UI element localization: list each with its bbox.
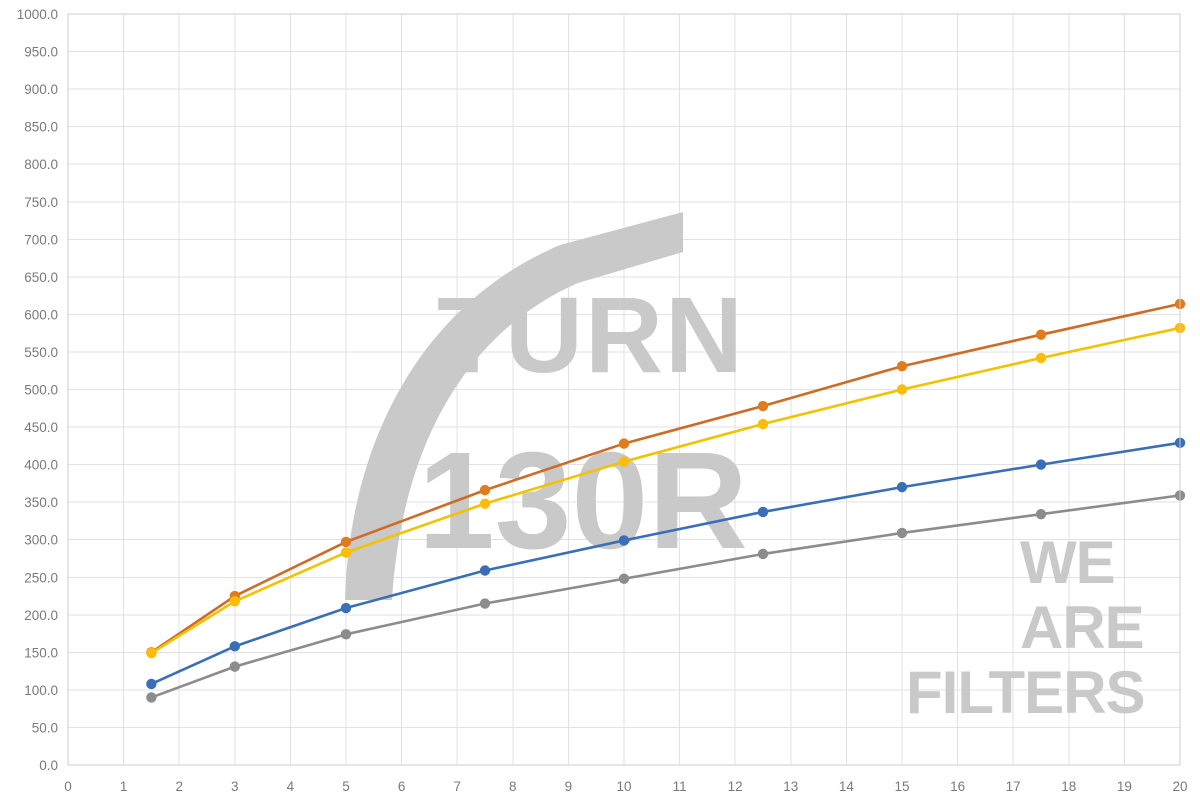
series-yellow-marker [340,547,352,558]
watermark-tagline-line1: WE [1020,529,1115,596]
series-yellow-marker [146,647,157,659]
y-tick-label: 550.0 [24,345,58,360]
series-gray-marker [1035,508,1047,520]
x-tick-label: 15 [894,779,909,794]
series-blue [146,437,1186,690]
y-tick-label: 350.0 [24,495,58,510]
y-tick-label: 800.0 [24,157,58,172]
x-tick-label: 5 [342,779,350,794]
x-tick-labels: 0 1 2 3 4 5 6 7 8 9 10 11 12 13 14 15 16 17 18 19 20 [64,779,1187,794]
series-yellow-marker [757,418,769,430]
series-orange-marker [896,361,908,372]
y-tick-label: 250.0 [24,570,58,585]
series-blue-marker [1035,459,1047,470]
series-orange-marker [1035,329,1047,340]
y-tick-label: 200.0 [24,608,58,623]
series-orange-marker [479,484,491,496]
watermark-brand-line2: 130R [418,424,748,578]
series-blue-marker [146,678,157,690]
y-tick-label: 700.0 [24,232,58,247]
x-tick-label: 20 [1172,779,1187,794]
x-tick-label: 12 [728,779,743,794]
y-tick-label: 650.0 [24,270,58,285]
y-tick-label: 750.0 [24,195,58,210]
y-tick-label: 950.0 [24,45,58,60]
y-tick-label: 150.0 [24,645,58,660]
y-tick-label: 50.0 [32,720,58,735]
series-orange-marker [757,400,769,412]
x-tick-label: 17 [1006,779,1021,794]
y-tick-label: 900.0 [24,82,58,97]
series-blue-marker [618,535,630,546]
x-tick-label: 19 [1117,779,1132,794]
series-yellow [146,322,1186,659]
x-tick-label: 8 [509,779,517,794]
x-tick-label: 9 [565,779,573,794]
series-blue-marker [479,565,491,576]
series-yellow-marker [229,596,240,607]
y-tick-label: 400.0 [24,458,58,473]
x-tick-label: 4 [287,779,295,794]
watermark-tagline-line3: FILTERS [906,659,1145,726]
x-tick-label: 0 [64,779,72,794]
y-tick-label: 1000.0 [17,7,58,22]
series-gray-marker [479,598,491,609]
x-tick-label: 13 [783,779,798,794]
y-tick-label: 300.0 [24,533,58,548]
x-gridlines [123,14,1181,765]
x-tick-label: 3 [231,779,239,794]
y-tick-label: 500.0 [24,383,58,398]
axis-lines [67,13,1181,766]
x-tick-label: 16 [950,779,965,794]
series-yellow-marker [1035,352,1047,364]
series-gray [146,490,1186,703]
series-blue-marker [896,481,908,493]
series-gray-marker [757,548,769,560]
series-layer [146,298,1186,703]
y-tick-label: 850.0 [24,120,58,135]
series-blue-marker [340,602,352,614]
y-tick-label: 100.0 [24,683,58,698]
y-tick-label: 450.0 [24,420,58,435]
series-blue-marker [757,506,769,518]
x-tick-label: 1 [120,779,128,794]
x-tick-label: 14 [839,779,855,794]
watermark: TURN 130R WE ARE FILTERS [345,212,1146,726]
series-yellow-marker [479,498,491,509]
y-tick-labels: 0.0 50.0 100.0 150.0 200.0 250.0 300.0 350.0 400… [17,7,58,773]
series-gray-marker [340,629,352,640]
series-gray-marker [618,573,630,584]
series-yellow-marker [896,384,908,395]
series-orange-marker [618,438,630,449]
series-gray-marker [146,692,157,703]
watermark-brand-line1: TURN [437,274,745,395]
y-tick-label: 600.0 [24,307,58,322]
series-blue-marker [229,641,240,652]
watermark-tagline-line2: ARE [1020,594,1144,661]
x-tick-label: 11 [673,779,687,794]
series-yellow-marker [618,456,630,467]
x-tick-label: 18 [1061,779,1076,794]
x-tick-label: 2 [175,779,183,794]
x-tick-label: 6 [398,779,406,794]
series-orange-marker [340,536,352,548]
watermark-swoosh [345,212,683,600]
x-tick-label: 10 [616,779,631,794]
y-tick-label: 0.0 [39,758,58,773]
series-gray-marker [229,661,240,672]
x-tick-label: 7 [453,779,461,794]
series-gray-marker [896,527,908,539]
